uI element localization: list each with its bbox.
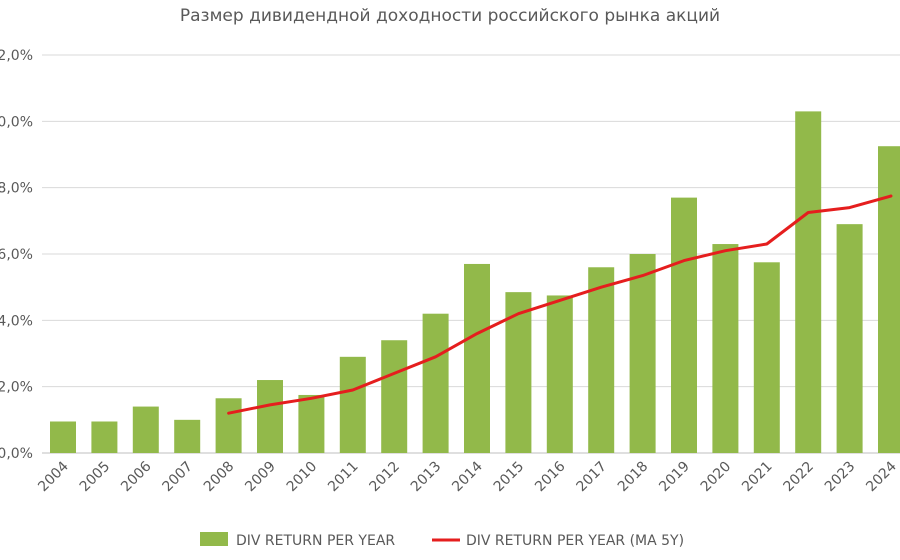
y-tick-label: 8,0% [0, 181, 33, 197]
x-tick-label: 2017 [574, 459, 611, 496]
bar-2022 [795, 111, 822, 453]
bar-2018 [629, 254, 656, 453]
y-tick-label: 10,0% [0, 114, 33, 130]
y-tick-label: 2,0% [0, 380, 33, 396]
x-tick-label: 2004 [35, 458, 72, 495]
bar-2024 [878, 146, 900, 454]
x-tick-label: 2024 [863, 458, 900, 495]
bar-2014 [464, 263, 490, 453]
bar-2009 [257, 380, 283, 453]
bar-2021 [753, 262, 780, 453]
x-tick-label: 2018 [615, 459, 652, 496]
x-tick-label: 2020 [698, 459, 735, 496]
legend-swatch-bar [200, 532, 228, 546]
bar-2010 [298, 394, 325, 453]
bar-2013 [422, 313, 449, 453]
line-series [227, 194, 893, 415]
y-tick-label: 0,0% [0, 446, 33, 462]
x-axis: 2004 2005 2006 2007 2008 2009 2010 2011 2012 2013… [35, 458, 900, 495]
bar-2019 [671, 197, 697, 453]
chart-title: Размер дивидендной доходности российског… [179, 6, 721, 26]
legend-label-line: DIV RETURN PER YEAR (MA 5Y) [466, 533, 684, 549]
bar-2004 [50, 421, 76, 453]
x-tick-label: 2013 [408, 459, 445, 496]
x-tick-label: 2012 [367, 459, 404, 496]
x-tick-label: 2016 [532, 458, 569, 495]
bar-2006 [132, 406, 159, 453]
x-tick-label: 2019 [656, 459, 693, 496]
x-tick-label: 2021 [739, 459, 776, 496]
x-tick-label: 2005 [77, 459, 114, 496]
bar-2016 [546, 295, 573, 453]
x-tick-label: 2010 [284, 459, 321, 496]
bar-2012 [381, 340, 408, 453]
bar-2023 [836, 224, 863, 453]
bar-2008 [215, 398, 242, 453]
x-tick-label: 2023 [822, 459, 859, 496]
y-tick-label: 4,0% [0, 313, 33, 329]
bar-2015 [505, 292, 532, 453]
legend: DIV RETURN PER YEAR DIV RETURN PER YEAR (… [200, 532, 684, 549]
legend-label-bar: DIV RETURN PER YEAR [236, 533, 395, 549]
x-tick-label: 2014 [449, 458, 486, 495]
x-tick-label: 2022 [781, 459, 818, 496]
bar-2011 [339, 356, 366, 453]
bar-series [50, 111, 900, 454]
bar-2007 [174, 419, 201, 453]
y-tick-label: 12,0% [0, 48, 33, 64]
y-axis: 0,0% 2,0% 4,0% 6,0% 8,0% 10,0% 12,0% [0, 48, 33, 462]
ma-line [227, 194, 893, 415]
bar-2020 [712, 244, 739, 453]
bar-2017 [588, 267, 615, 453]
x-tick-label: 2015 [491, 459, 528, 496]
bar-2005 [91, 421, 118, 453]
x-tick-label: 2011 [325, 459, 362, 496]
x-tick-label: 2006 [118, 458, 155, 495]
y-tick-label: 6,0% [0, 247, 33, 263]
x-tick-label: 2007 [160, 459, 197, 496]
x-tick-label: 2008 [201, 459, 238, 496]
x-tick-label: 2009 [242, 459, 279, 496]
